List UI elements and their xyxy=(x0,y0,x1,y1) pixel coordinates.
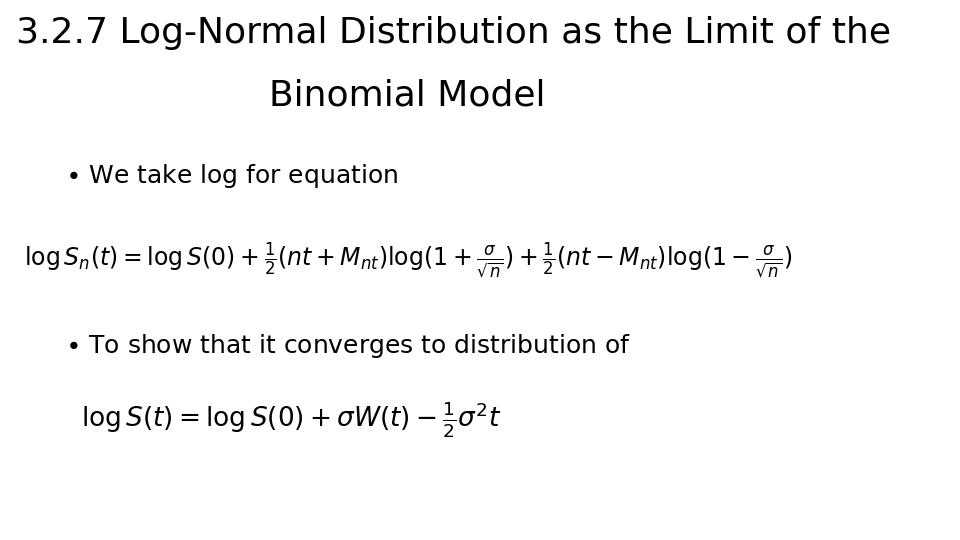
Text: Binomial Model: Binomial Model xyxy=(269,78,545,112)
Text: $\log S(t) = \log S(0) + \sigma W(t) - \frac{1}{2}\sigma^2 t$: $\log S(t) = \log S(0) + \sigma W(t) - \… xyxy=(82,400,502,440)
Text: $\log S_n(t) = \log S(0) + \frac{1}{2}(nt + M_{nt})\log(1+\frac{\sigma}{\sqrt{n}: $\log S_n(t) = \log S(0) + \frac{1}{2}(n… xyxy=(24,240,793,280)
Text: $\bullet$ We take log for equation: $\bullet$ We take log for equation xyxy=(65,162,398,190)
Text: 3.2.7 Log-Normal Distribution as the Limit of the: 3.2.7 Log-Normal Distribution as the Lim… xyxy=(16,16,891,50)
Text: $\bullet$ To show that it converges to distribution of: $\bullet$ To show that it converges to d… xyxy=(65,332,631,360)
